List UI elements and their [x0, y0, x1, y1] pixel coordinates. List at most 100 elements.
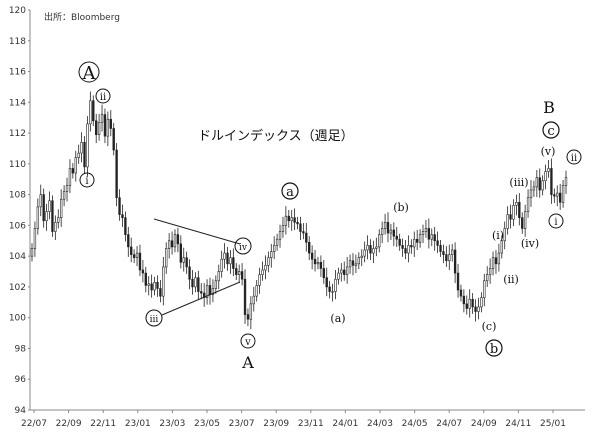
wave-ii2-label: ii: [571, 153, 577, 164]
candle-body: [144, 272, 147, 286]
candle-body: [275, 238, 279, 246]
candle-body: [404, 248, 407, 254]
candle-body: [156, 282, 159, 289]
candle-body: [392, 229, 396, 237]
candle-body: [270, 251, 273, 258]
candle-body: [486, 274, 489, 282]
y-tick-label: 114: [9, 98, 26, 108]
wave-a-circle: [281, 182, 299, 200]
candle-body: [71, 168, 75, 174]
candle-body: [383, 222, 387, 229]
y-tick-label: 116: [9, 68, 26, 78]
y-tick-label: 110: [9, 160, 26, 170]
candle-body: [380, 228, 384, 235]
triangle-upper-line: [153, 218, 241, 245]
candle-body: [296, 222, 299, 225]
candle-body: [462, 295, 466, 305]
y-tick-label: 106: [9, 221, 26, 231]
candle-body: [229, 257, 232, 265]
candle-body: [273, 245, 276, 252]
candle-body: [109, 118, 112, 129]
candle-body: [182, 257, 185, 263]
wave-v-circle: [240, 333, 256, 349]
x-tick-label: 23/09: [263, 419, 289, 429]
x-tick-label: 24/01: [332, 419, 358, 429]
candle-body: [430, 234, 433, 240]
candle-body: [249, 303, 253, 320]
candle-body: [442, 251, 445, 255]
candle-body: [474, 306, 477, 312]
candle-body: [407, 245, 410, 254]
candle-body: [436, 240, 439, 246]
candle-body: [121, 214, 124, 218]
candle-body: [100, 114, 104, 123]
candle-body: [179, 243, 182, 263]
candle-body: [351, 260, 355, 266]
wave-i-circle: [79, 172, 95, 188]
candle-body: [453, 249, 457, 274]
candle-body: [173, 234, 177, 248]
candle-body: [328, 286, 331, 292]
x-tick-label: 25/01: [540, 419, 566, 429]
candle-body: [299, 223, 302, 232]
candle-body: [33, 228, 37, 249]
candle-body: [427, 228, 431, 240]
candle-body: [86, 123, 89, 168]
wave-iv-paren-label: (iv): [521, 237, 539, 250]
wave-b-paren-label: (b): [393, 201, 409, 214]
candle-body: [322, 268, 325, 278]
candle-body: [389, 229, 393, 234]
candle-body: [497, 252, 501, 265]
candle-body: [564, 177, 568, 186]
candle-body: [176, 234, 180, 245]
candle-body: [42, 194, 45, 222]
wave-A-label: A: [82, 63, 97, 84]
candle-body: [313, 258, 317, 265]
candle-body: [416, 238, 419, 243]
candle-body: [418, 234, 422, 243]
candle-body: [223, 252, 226, 260]
candle-body: [558, 192, 562, 203]
candle-body: [83, 142, 86, 168]
candle-body: [494, 257, 498, 265]
wave-v-paren-label: (v): [541, 145, 556, 158]
candle-body: [401, 245, 404, 249]
candle-body: [205, 285, 209, 298]
y-tick-label: 120: [9, 6, 26, 16]
wave-i2-label: i: [554, 217, 557, 228]
candle-body: [293, 217, 296, 223]
candle-body: [375, 246, 378, 249]
candle-body: [366, 245, 369, 251]
candle-body: [185, 257, 188, 268]
candle-body: [135, 252, 139, 258]
candle-body: [310, 252, 314, 260]
x-tick-label: 23/01: [125, 419, 151, 429]
candle-body: [357, 257, 360, 265]
candle-body: [465, 303, 468, 309]
candle-body: [103, 114, 107, 137]
candle-body: [252, 295, 255, 305]
y-axis-ticks: 94 96 98 100 102 104 106 108 110 112 114 116 118 120: [9, 6, 30, 416]
candle-body: [243, 278, 247, 315]
candle-body: [62, 191, 66, 200]
candle-body: [65, 185, 69, 192]
chart-title: ドルインデックス（週足）: [198, 128, 354, 144]
candle-body: [39, 194, 42, 208]
y-tick-label: 96: [15, 375, 27, 385]
candle-body: [506, 214, 509, 229]
candle-body: [532, 186, 536, 191]
candle-body: [162, 266, 165, 297]
candle-body: [74, 157, 77, 174]
candle-body: [550, 168, 553, 195]
candle-body: [112, 128, 115, 151]
wave-ii2-circle: [566, 149, 582, 165]
candle-body: [220, 258, 223, 272]
candle-body: [433, 234, 436, 242]
candle-body: [80, 142, 83, 154]
candle-body: [316, 262, 320, 265]
candle-body: [509, 214, 512, 220]
candle-body: [150, 283, 153, 291]
candle-body: [124, 217, 127, 235]
candle-body: [413, 238, 416, 248]
